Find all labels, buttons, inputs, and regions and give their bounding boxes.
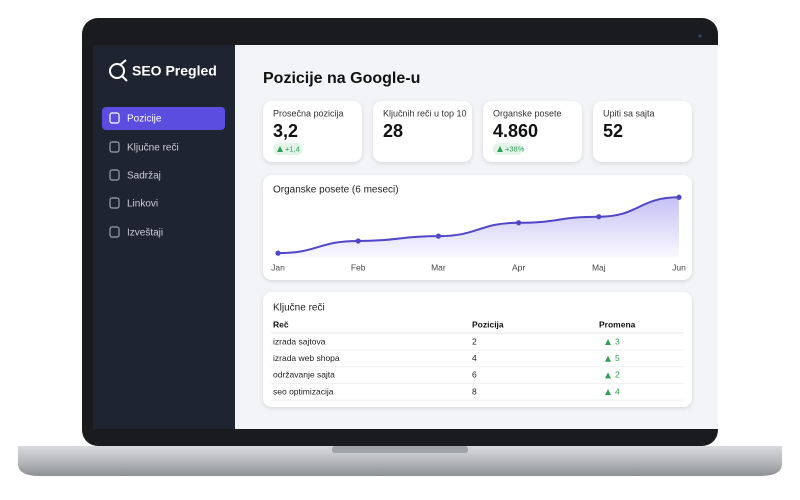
table-cell: 2 bbox=[472, 336, 477, 346]
camera bbox=[698, 34, 702, 38]
table-cell: 2 bbox=[615, 370, 620, 380]
nav-icon bbox=[109, 141, 120, 153]
kpi-label: Ključnih reči u top 10 bbox=[383, 108, 467, 118]
nav-item[interactable]: Izveštaji bbox=[127, 228, 163, 239]
up-arrow bbox=[605, 372, 611, 379]
table-header: Pozicija bbox=[472, 319, 504, 329]
table-cell: seo optimizacija bbox=[273, 386, 334, 396]
brand-icon-detail bbox=[119, 59, 128, 82]
up-arrow bbox=[277, 146, 283, 152]
x-tick-label: Feb bbox=[351, 262, 366, 272]
kpi-label: Upiti sa sajta bbox=[603, 108, 655, 118]
point bbox=[596, 214, 602, 220]
laptop-base bbox=[18, 446, 782, 476]
chart-title: Organske posete (6 meseci) bbox=[273, 185, 399, 196]
table-cell: izrada web shopa bbox=[273, 353, 340, 363]
nav-item[interactable]: Linkovi bbox=[127, 199, 158, 210]
point bbox=[435, 233, 441, 239]
nav-item[interactable]: Ključne reči bbox=[127, 143, 179, 154]
kpi-delta: +1,4 bbox=[285, 144, 300, 153]
nav-active bbox=[102, 107, 225, 130]
nav-icon bbox=[109, 112, 120, 124]
base-notch bbox=[332, 446, 468, 453]
area bbox=[278, 197, 679, 258]
table-cell: 4 bbox=[615, 386, 620, 396]
point bbox=[275, 250, 281, 256]
kpi-card bbox=[373, 101, 472, 162]
brand-icon bbox=[109, 63, 125, 79]
page-title: Pozicije na Google-u bbox=[263, 70, 420, 87]
table-cell: 4 bbox=[472, 353, 477, 363]
kpi-value: 52 bbox=[603, 121, 623, 141]
brand: SEO Pregled bbox=[132, 63, 217, 79]
point bbox=[676, 194, 682, 200]
table-cell: 6 bbox=[472, 370, 477, 380]
kpi-label: Prosečna pozicija bbox=[273, 108, 344, 118]
up-arrow bbox=[605, 389, 611, 396]
table-cell: izrada sajtova bbox=[273, 336, 326, 346]
x-tick-label: Maj bbox=[592, 262, 606, 272]
nav-item[interactable]: Pozicije bbox=[127, 114, 162, 125]
x-tick-label: Jun bbox=[672, 262, 686, 272]
kpi-delta: +38% bbox=[505, 144, 525, 153]
table-cell: 8 bbox=[472, 386, 477, 396]
up-arrow bbox=[605, 339, 611, 345]
table-header: Reč bbox=[273, 319, 289, 329]
up-arrow bbox=[497, 146, 503, 152]
x-tick-label: Mar bbox=[431, 262, 446, 272]
kpi-value: 4.860 bbox=[493, 121, 538, 141]
kpi-value: 3,2 bbox=[273, 121, 298, 141]
x-tick-label: Apr bbox=[512, 262, 525, 272]
point bbox=[355, 238, 361, 244]
nav-icon bbox=[109, 226, 120, 238]
table-header: Promena bbox=[599, 319, 636, 329]
table-cell: 5 bbox=[615, 353, 620, 363]
x-tick-label: Jan bbox=[271, 262, 285, 272]
point bbox=[516, 220, 522, 226]
nav-item[interactable]: Sadržaj bbox=[127, 171, 161, 182]
kpi-card bbox=[593, 101, 692, 162]
kpi-label: Organske posete bbox=[493, 108, 562, 118]
kpi-value: 28 bbox=[383, 121, 403, 141]
line bbox=[277, 196, 680, 255]
up-arrow bbox=[605, 355, 611, 362]
nav-icon bbox=[109, 169, 120, 181]
table-title: Ključne reči bbox=[273, 303, 325, 314]
table-cell: održavanje sajta bbox=[273, 370, 335, 380]
nav-icon bbox=[109, 197, 120, 209]
table-cell: 3 bbox=[615, 336, 620, 346]
